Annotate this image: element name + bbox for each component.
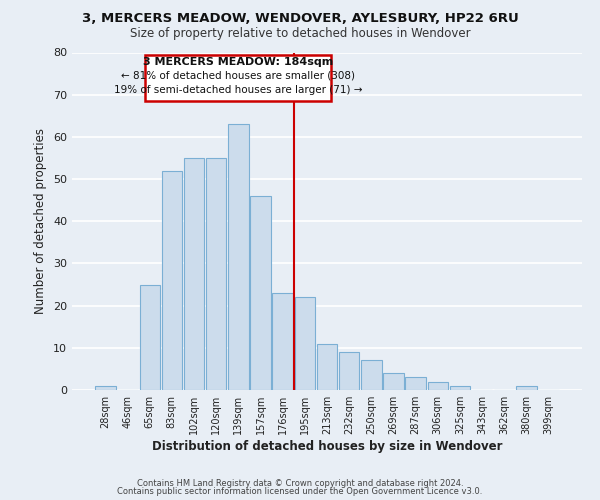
Bar bbox=[161, 170, 182, 390]
Y-axis label: Number of detached properties: Number of detached properties bbox=[34, 128, 47, 314]
Bar bbox=[140, 284, 160, 390]
Text: Contains HM Land Registry data © Crown copyright and database right 2024.: Contains HM Land Registry data © Crown c… bbox=[137, 478, 463, 488]
Text: 3, MERCERS MEADOW, WENDOVER, AYLESBURY, HP22 6RU: 3, MERCERS MEADOW, WENDOVER, AYLESBURY, … bbox=[82, 12, 518, 26]
Bar bbox=[95, 386, 116, 390]
Text: Contains public sector information licensed under the Open Government Licence v3: Contains public sector information licen… bbox=[118, 487, 482, 496]
Bar bbox=[450, 386, 470, 390]
Bar bbox=[361, 360, 382, 390]
Text: Size of property relative to detached houses in Wendover: Size of property relative to detached ho… bbox=[130, 28, 470, 40]
Bar bbox=[295, 297, 315, 390]
Bar bbox=[228, 124, 248, 390]
Text: 3 MERCERS MEADOW: 184sqm: 3 MERCERS MEADOW: 184sqm bbox=[143, 56, 334, 66]
Bar bbox=[206, 158, 226, 390]
Bar bbox=[516, 386, 536, 390]
FancyBboxPatch shape bbox=[145, 54, 331, 101]
Bar bbox=[383, 373, 404, 390]
Bar bbox=[250, 196, 271, 390]
Bar bbox=[406, 378, 426, 390]
Bar bbox=[317, 344, 337, 390]
Text: ← 81% of detached houses are smaller (308): ← 81% of detached houses are smaller (30… bbox=[121, 71, 355, 81]
X-axis label: Distribution of detached houses by size in Wendover: Distribution of detached houses by size … bbox=[152, 440, 502, 453]
Bar bbox=[272, 293, 293, 390]
Bar bbox=[428, 382, 448, 390]
Text: 19% of semi-detached houses are larger (71) →: 19% of semi-detached houses are larger (… bbox=[114, 85, 362, 95]
Bar bbox=[184, 158, 204, 390]
Bar bbox=[339, 352, 359, 390]
